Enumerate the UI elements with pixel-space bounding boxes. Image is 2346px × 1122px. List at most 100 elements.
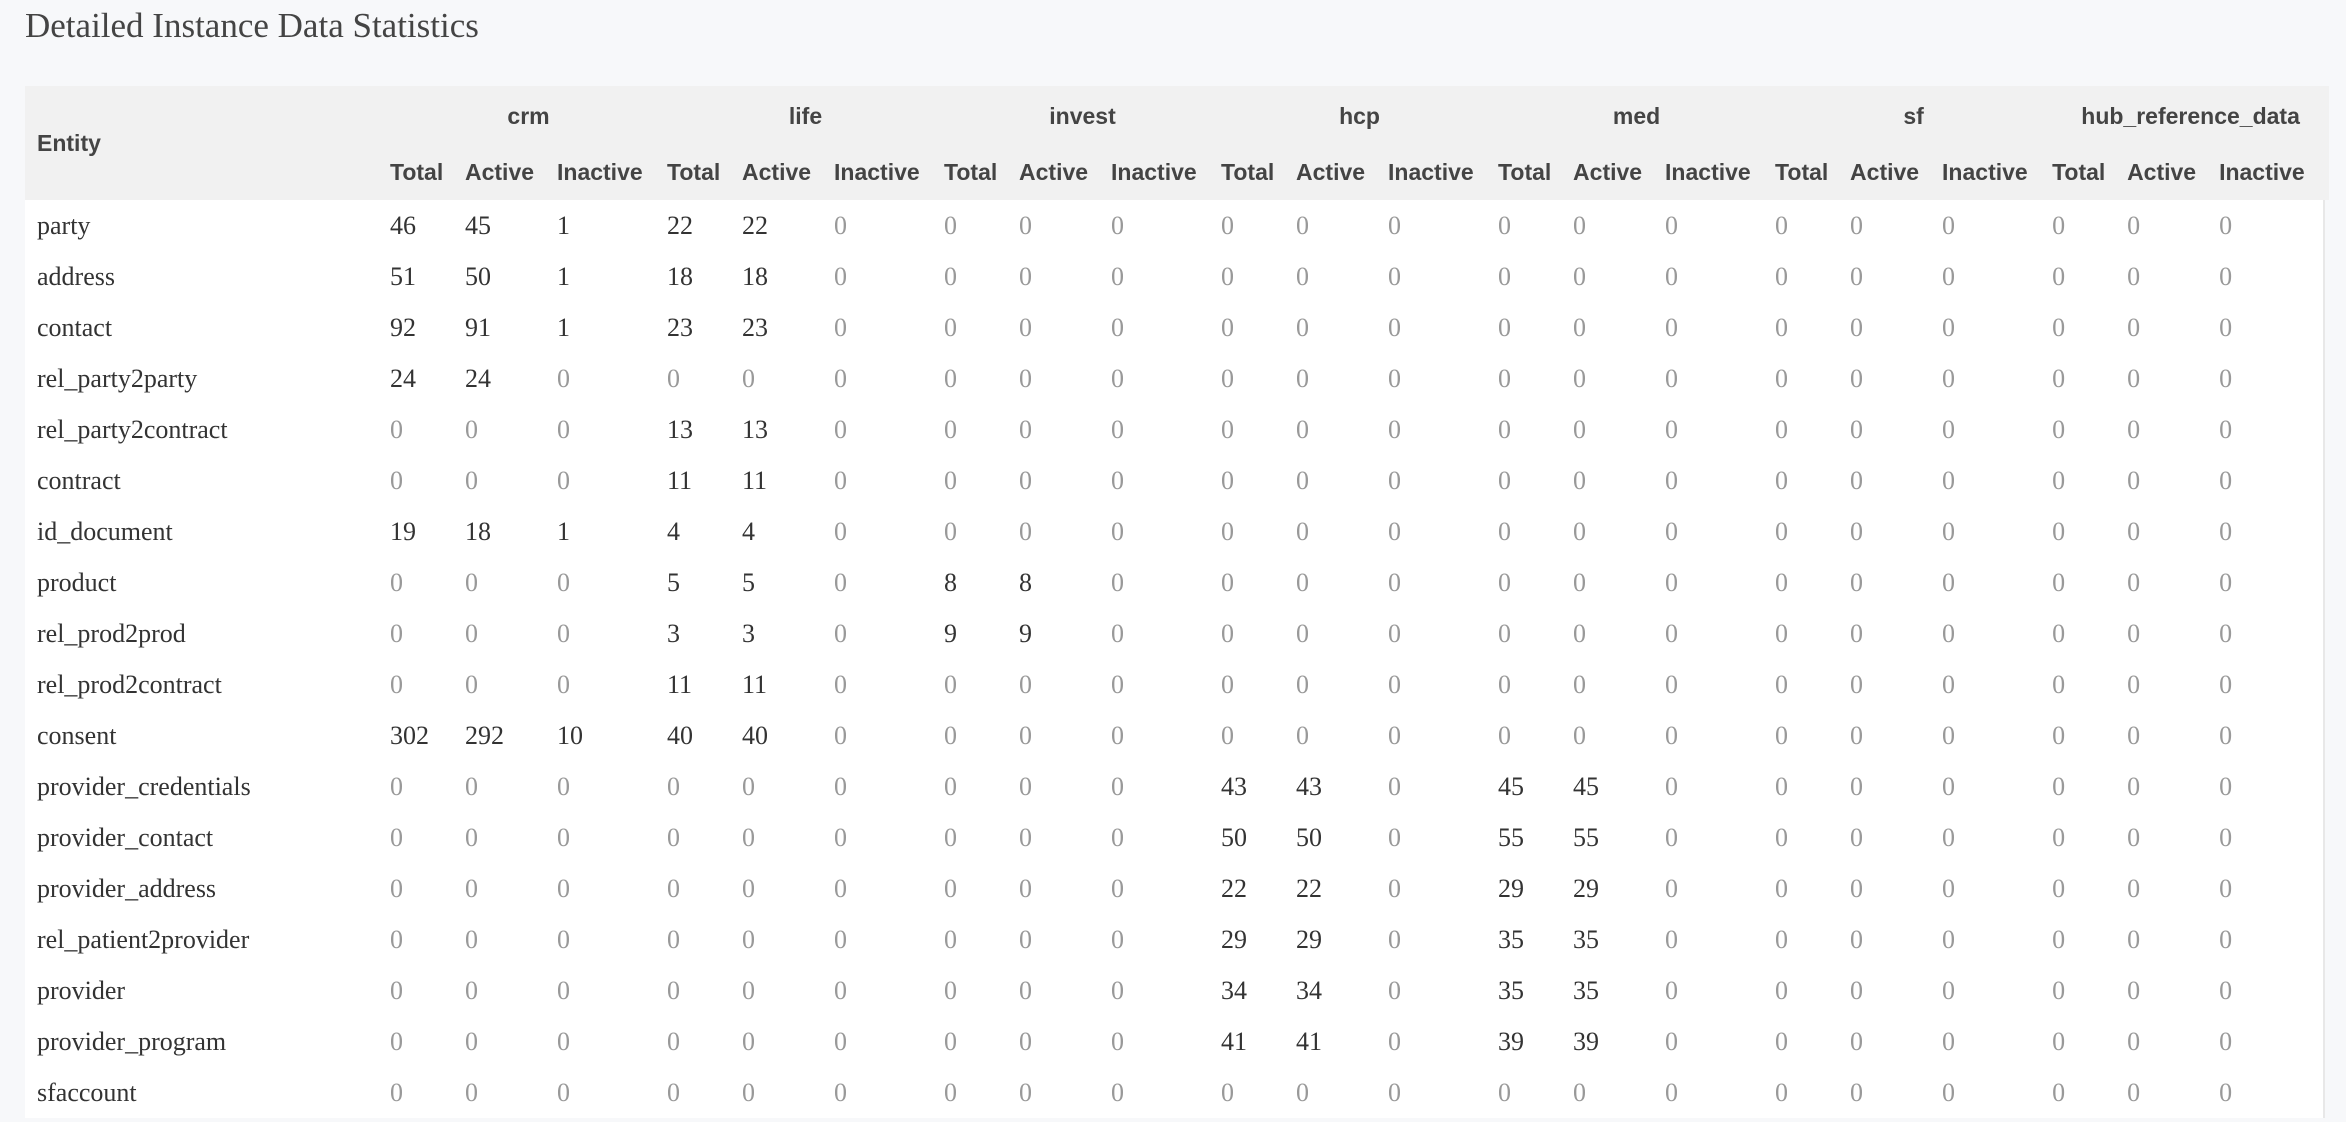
value-cell-invest-active: 9 — [1019, 618, 1033, 648]
column-header-sf-active[interactable]: Active — [1850, 158, 1920, 185]
value-cell-crm-active: 18 — [465, 516, 491, 546]
sub-header-row: Total Active Inactive Total Active Inactive To… — [25, 144, 2329, 200]
table-header: Entity crm life invest hcp med sf hub_referenc… — [25, 86, 2330, 200]
column-header-med-inactive[interactable]: Inactive — [1665, 158, 1751, 185]
value-cell-sf-active: 0 — [1850, 312, 1864, 342]
column-header-life-total[interactable]: Total — [667, 158, 721, 185]
column-header-hub_reference_data-active[interactable]: Active — [2127, 158, 2197, 185]
column-header-crm-inactive[interactable]: Inactive — [557, 158, 643, 185]
value-cell-hcp-active: 0 — [1296, 618, 1310, 648]
value-cell-invest-total: 0 — [944, 924, 958, 954]
value-cell-life-inactive: 0 — [834, 567, 848, 597]
value-cell-hcp-inactive: 0 — [1388, 924, 1402, 954]
value-cell-invest-total: 0 — [944, 1026, 958, 1056]
value-cell-crm-inactive: 0 — [557, 414, 570, 444]
value-cell-hub_reference_data-inactive: 0 — [2219, 822, 2233, 852]
value-cell-med-total: 0 — [1498, 465, 1512, 495]
value-cell-invest-total: 0 — [944, 720, 958, 750]
value-cell-invest-active: 0 — [1019, 771, 1033, 801]
value-cell-hub_reference_data-total: 0 — [2052, 465, 2066, 495]
value-cell-med-active: 0 — [1573, 261, 1587, 291]
value-cell-hub_reference_data-active: 0 — [2127, 822, 2141, 852]
column-header-sf-total[interactable]: Total — [1775, 158, 1829, 185]
column-header-hcp-inactive[interactable]: Inactive — [1388, 158, 1474, 185]
column-header-med-active[interactable]: Active — [1573, 158, 1643, 185]
value-cell-invest-total: 0 — [944, 312, 958, 342]
value-cell-invest-inactive: 0 — [1111, 924, 1125, 954]
column-header-life-active[interactable]: Active — [742, 158, 812, 185]
value-cell-hub_reference_data-total: 0 — [2052, 669, 2066, 699]
column-header-hcp-active[interactable]: Active — [1296, 158, 1366, 185]
value-cell-invest-total: 0 — [944, 975, 958, 1005]
value-cell-crm-active: 0 — [465, 567, 478, 597]
value-cell-crm-total: 0 — [390, 873, 403, 903]
value-cell-crm-inactive: 0 — [557, 771, 570, 801]
column-header-hub_reference_data-inactive[interactable]: Inactive — [2219, 158, 2305, 185]
value-cell-sf-total: 0 — [1775, 567, 1789, 597]
value-cell-crm-inactive: 0 — [557, 873, 570, 903]
value-cell-invest-inactive: 0 — [1111, 1026, 1125, 1056]
value-cell-hub_reference_data-total: 0 — [2052, 312, 2066, 342]
value-cell-med-inactive: 0 — [1665, 618, 1679, 648]
value-cell-hcp-active: 0 — [1296, 261, 1310, 291]
value-cell-life-total: 22 — [667, 210, 694, 240]
value-cell-hub_reference_data-total: 0 — [2052, 975, 2066, 1005]
value-cell-hcp-active: 43 — [1296, 771, 1323, 801]
value-cell-sf-inactive: 0 — [1942, 720, 1956, 750]
entity-cell: rel_prod2prod — [37, 618, 186, 648]
value-cell-med-total: 0 — [1498, 516, 1512, 546]
value-cell-sf-total: 0 — [1775, 873, 1789, 903]
value-cell-crm-active: 0 — [465, 414, 478, 444]
column-header-invest-inactive[interactable]: Inactive — [1111, 158, 1197, 185]
value-cell-sf-inactive: 0 — [1942, 414, 1956, 444]
column-header-crm-total[interactable]: Total — [390, 158, 444, 185]
entity-column-header[interactable]: Entity — [37, 129, 101, 156]
value-cell-invest-total: 0 — [944, 771, 958, 801]
table-row: provider 0 0 0 0 0 0 0 0 0 34 34 0 35 35 0 0 0 0 0 0 0 — [25, 965, 2329, 1016]
value-cell-med-inactive: 0 — [1665, 822, 1679, 852]
value-cell-life-inactive: 0 — [834, 669, 848, 699]
value-cell-med-inactive: 0 — [1665, 669, 1679, 699]
value-cell-hub_reference_data-active: 0 — [2127, 567, 2141, 597]
value-cell-hub_reference_data-total: 0 — [2052, 924, 2066, 954]
value-cell-hcp-inactive: 0 — [1388, 975, 1402, 1005]
column-header-life-inactive[interactable]: Inactive — [834, 158, 920, 185]
value-cell-invest-inactive: 0 — [1111, 312, 1125, 342]
column-header-med-total[interactable]: Total — [1498, 158, 1552, 185]
value-cell-hub_reference_data-active: 0 — [2127, 261, 2141, 291]
value-cell-med-inactive: 0 — [1665, 465, 1679, 495]
value-cell-med-active: 0 — [1573, 414, 1587, 444]
column-header-hcp-total[interactable]: Total — [1221, 158, 1275, 185]
column-header-hub_reference_data-total[interactable]: Total — [2052, 158, 2106, 185]
value-cell-life-active: 22 — [742, 210, 769, 240]
value-cell-hub_reference_data-active: 0 — [2127, 1077, 2141, 1107]
column-header-invest-total[interactable]: Total — [944, 158, 998, 185]
column-header-invest-active[interactable]: Active — [1019, 158, 1089, 185]
value-cell-hub_reference_data-inactive: 0 — [2219, 720, 2233, 750]
value-cell-crm-total: 92 — [390, 312, 416, 342]
column-header-crm-active[interactable]: Active — [465, 158, 535, 185]
value-cell-crm-total: 51 — [390, 261, 416, 291]
value-cell-life-inactive: 0 — [834, 1026, 848, 1056]
value-cell-life-active: 18 — [742, 261, 769, 291]
column-header-sf-inactive[interactable]: Inactive — [1942, 158, 2028, 185]
value-cell-med-inactive: 0 — [1665, 567, 1679, 597]
value-cell-sf-active: 0 — [1850, 669, 1864, 699]
table-row: rel_party2party 24 24 0 0 0 0 0 0 0 0 0 0 0 0 0 0 0 0 0 0 0 — [25, 353, 2329, 404]
value-cell-med-active: 0 — [1573, 618, 1587, 648]
value-cell-life-total: 0 — [667, 771, 681, 801]
value-cell-hub_reference_data-active: 0 — [2127, 465, 2141, 495]
value-cell-crm-active: 91 — [465, 312, 491, 342]
value-cell-sf-inactive: 0 — [1942, 567, 1956, 597]
value-cell-crm-total: 24 — [390, 363, 416, 393]
value-cell-sf-total: 0 — [1775, 669, 1789, 699]
value-cell-life-inactive: 0 — [834, 210, 848, 240]
value-cell-hub_reference_data-inactive: 0 — [2219, 1077, 2233, 1107]
table-row: provider_program 0 0 0 0 0 0 0 0 0 41 41 0 39 39 0 0 0 0 0 0… — [25, 1016, 2329, 1067]
value-cell-hub_reference_data-inactive: 0 — [2219, 618, 2233, 648]
value-cell-life-active: 0 — [742, 975, 756, 1005]
group-header-row: Entity crm life invest hcp med sf hub_referenc… — [25, 86, 2329, 156]
value-cell-med-total: 0 — [1498, 312, 1512, 342]
value-cell-crm-active: 24 — [465, 363, 491, 393]
value-cell-crm-active: 50 — [465, 261, 491, 291]
